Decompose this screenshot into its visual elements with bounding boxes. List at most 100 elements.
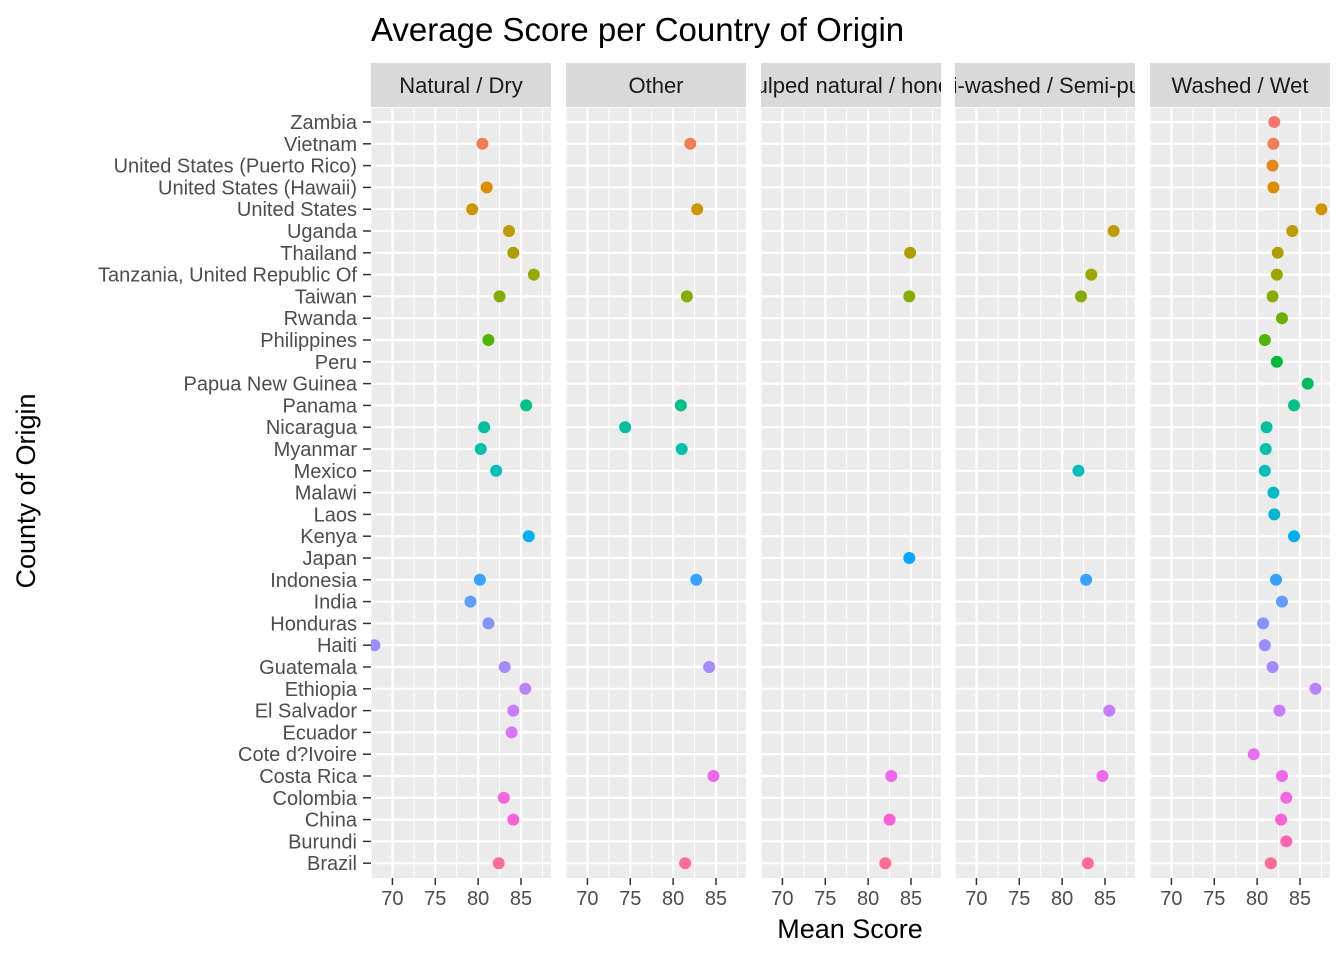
facet-strip-label: Washed / Wet (1172, 73, 1309, 98)
data-point (507, 246, 520, 259)
x-tick-label: 85 (1094, 888, 1116, 910)
data-point (482, 617, 495, 630)
data-point (680, 290, 693, 303)
data-point (1275, 813, 1288, 826)
x-tick-label: 85 (510, 888, 532, 910)
facet-panel: Natural / Dry 70 75 80 85 (371, 63, 551, 910)
y-tick-label: China (305, 810, 358, 832)
data-point (1266, 661, 1279, 673)
facet-strip (371, 63, 551, 107)
data-point (492, 857, 505, 870)
facet-strip (955, 63, 1135, 107)
panel-plot-area (371, 108, 551, 878)
data-point (1267, 486, 1280, 499)
data-point (493, 290, 506, 303)
data-point (1247, 748, 1260, 761)
y-tick-label: Vietnam (284, 134, 357, 156)
y-tick-label: Costa Rica (259, 766, 358, 788)
data-point (520, 399, 533, 412)
y-tick-label: Haiti (317, 635, 357, 657)
y-tick-label: Ethiopia (285, 679, 358, 701)
data-point (1264, 857, 1277, 870)
x-tick-label: 80 (1051, 888, 1073, 910)
x-tick-label: 80 (857, 888, 879, 910)
data-point (690, 573, 703, 586)
data-point (478, 421, 491, 434)
data-point (480, 181, 493, 194)
data-point (522, 530, 535, 543)
data-point (619, 421, 632, 434)
y-tick-label: United States (Puerto Rico) (114, 156, 357, 178)
y-tick-label: Uganda (287, 221, 358, 243)
y-tick-label: Burundi (288, 831, 357, 853)
y-tick-label: Nicaragua (266, 417, 358, 439)
data-point (1268, 116, 1281, 128)
data-point (1276, 595, 1288, 608)
y-tick-label: Guatemala (259, 657, 358, 679)
data-point (1280, 835, 1293, 848)
data-point (1315, 203, 1328, 216)
y-tick-label: Indonesia (270, 570, 358, 592)
y-axis-title: County of Origin (11, 393, 41, 588)
data-point (1081, 857, 1094, 870)
data-point (1257, 617, 1270, 630)
data-point (883, 813, 896, 826)
y-tick-label: Rwanda (284, 308, 358, 330)
data-point (1309, 682, 1322, 695)
x-tick-label: 80 (467, 888, 489, 910)
data-point (1266, 159, 1279, 172)
panel-plot-area (566, 108, 746, 878)
data-point (507, 813, 520, 826)
y-tick-label: Philippines (260, 330, 357, 352)
y-tick-label: United States (237, 199, 357, 221)
data-point (679, 857, 692, 870)
x-tick-label: 85 (705, 888, 727, 910)
panel-plot-area (761, 108, 941, 878)
data-point (1301, 377, 1314, 390)
facet-strip-label: Pulped natural / honey (741, 73, 961, 98)
x-tick-label: 70 (1160, 888, 1182, 910)
y-tick-label: Brazil (307, 853, 357, 875)
y-tick-label: Myanmar (274, 439, 358, 461)
data-point (691, 203, 704, 216)
panel-plot-area (1150, 108, 1330, 878)
data-point (703, 661, 716, 673)
y-tick-label: El Salvador (255, 701, 358, 723)
data-point (1270, 573, 1282, 586)
data-point (527, 268, 540, 281)
data-point (904, 246, 917, 259)
x-tick-label: 70 (576, 888, 598, 910)
data-point (1276, 770, 1288, 782)
data-point (503, 225, 515, 237)
data-point (903, 552, 916, 564)
x-tick-label: 80 (662, 888, 684, 910)
facet-strip-label: Semi-washed / Semi-pulped (907, 73, 1182, 98)
x-tick-label: 75 (1203, 888, 1225, 910)
data-point (1258, 639, 1271, 652)
y-tick-label: Honduras (270, 613, 357, 635)
data-point (885, 770, 898, 782)
data-point (707, 770, 720, 782)
x-tick-label: 75 (1008, 888, 1030, 910)
facet-panel: Other 70 75 80 85 (566, 63, 746, 910)
y-tick-label: Kenya (300, 526, 358, 548)
data-point (519, 682, 532, 695)
y-tick-label: Colombia (273, 788, 358, 810)
chart-title: Average Score per Country of Origin (371, 11, 904, 48)
data-point (1075, 290, 1087, 303)
facet-strip (566, 63, 746, 107)
y-tick-label: Peru (315, 352, 357, 374)
data-point (684, 137, 697, 150)
data-point (1271, 246, 1284, 259)
y-tick-label: Malawi (295, 483, 357, 505)
data-point (1258, 334, 1271, 346)
data-point (497, 791, 510, 804)
data-point (371, 639, 381, 652)
data-point (507, 704, 520, 717)
data-point (1268, 508, 1281, 521)
data-point (505, 726, 518, 739)
data-point (498, 661, 511, 673)
facet-panel: Semi-washed / Semi-pulped 70 75 80 85 (907, 63, 1182, 910)
